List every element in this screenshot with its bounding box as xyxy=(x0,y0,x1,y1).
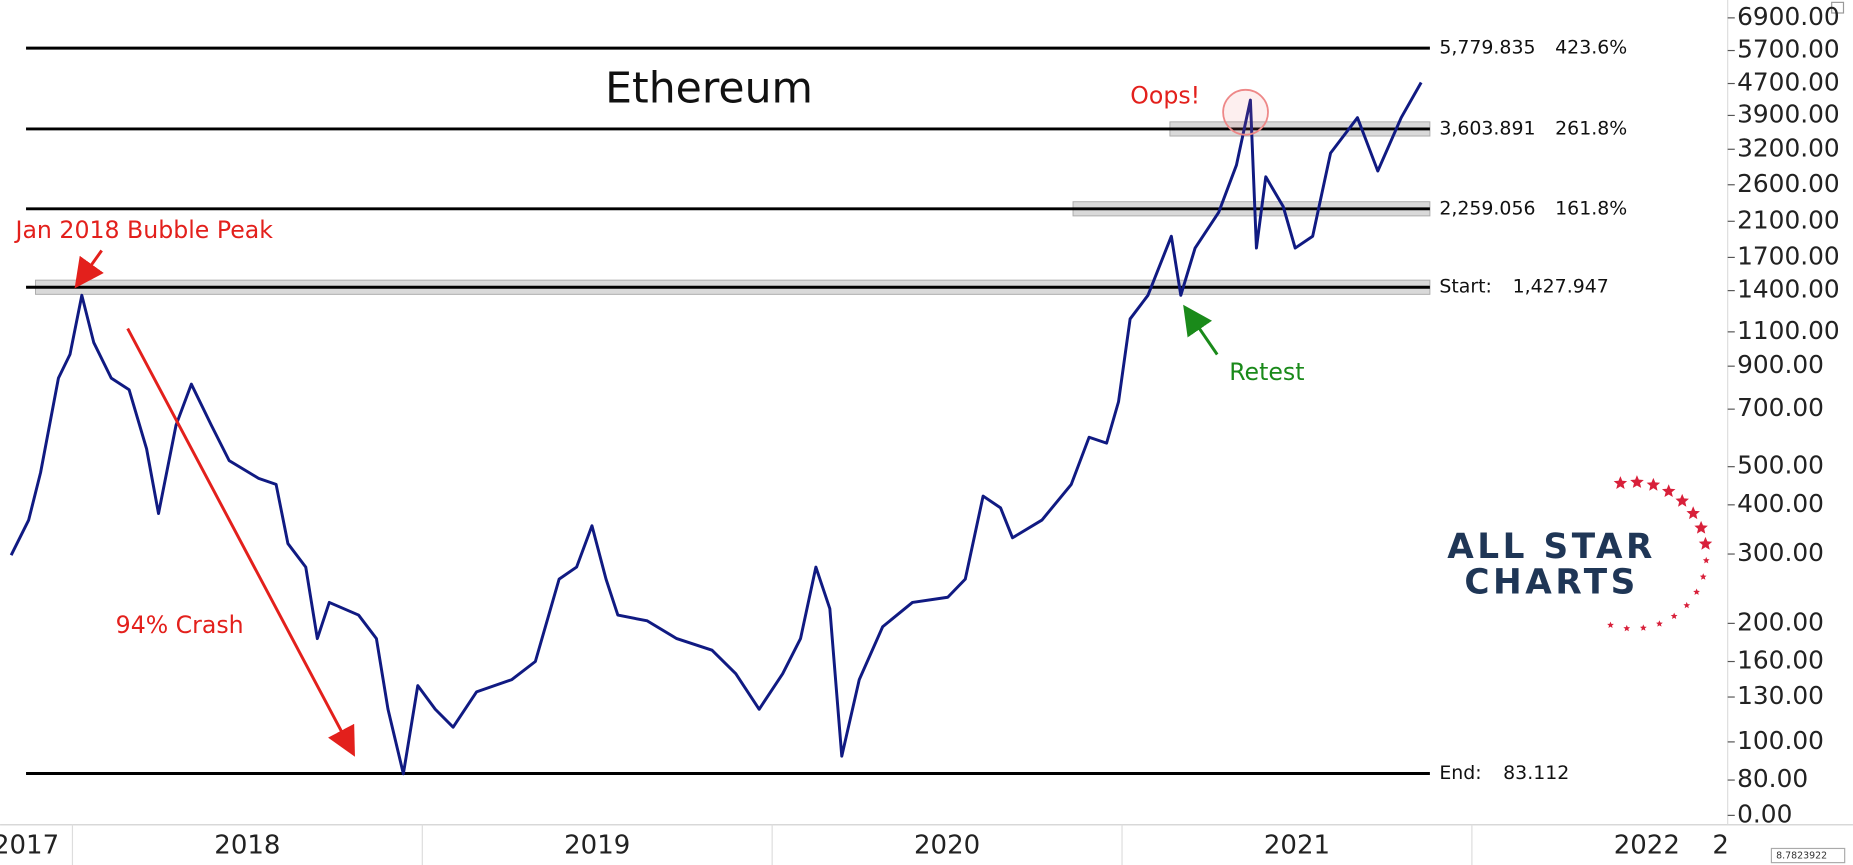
star xyxy=(1630,475,1644,488)
star xyxy=(1661,484,1676,498)
lock-icon xyxy=(1831,1,1845,14)
star xyxy=(1694,520,1708,534)
star xyxy=(1702,556,1710,564)
y-tick-label: 4700.00 xyxy=(1737,68,1840,97)
y-tick-label: 1400.00 xyxy=(1737,275,1840,304)
annotation: 94% Crash xyxy=(116,611,244,639)
star xyxy=(1623,624,1631,632)
highlight-circle xyxy=(1222,88,1269,136)
star xyxy=(1693,588,1700,595)
y-tick-label: 2600.00 xyxy=(1737,169,1840,198)
level-value: 2,259.056 xyxy=(1439,197,1535,219)
y-tick-label: 3900.00 xyxy=(1737,99,1840,128)
x-tick-label: 2018 xyxy=(214,831,280,861)
logo: ALL STAR CHARTS xyxy=(1447,475,1713,632)
x-tick-label: 2020 xyxy=(914,831,980,861)
y-tick-label: 3200.00 xyxy=(1737,133,1840,162)
logo-stars xyxy=(1607,475,1713,632)
star xyxy=(1646,477,1661,491)
level-name: End: xyxy=(1439,762,1481,784)
y-tick-label: 160.00 xyxy=(1737,646,1824,675)
chart-title: Ethereum xyxy=(605,64,813,113)
x-tick-label: 2021 xyxy=(1264,831,1330,861)
y-tick-label: 5700.00 xyxy=(1737,35,1840,64)
level-value: 83.112 xyxy=(1503,762,1569,784)
star xyxy=(1640,624,1647,631)
arrow xyxy=(1183,304,1219,356)
x-tick-label: 2 xyxy=(1712,831,1729,861)
corner-label: 8.7823922 xyxy=(1776,851,1827,862)
logo-text: CHARTS xyxy=(1464,562,1638,602)
x-tick-label: 2019 xyxy=(564,831,630,861)
y-tick-label: 700.00 xyxy=(1737,393,1824,422)
levels: 5,779.835 423.6% 3,603.891 261.8% 2,259.056 1… xyxy=(26,37,1627,784)
star xyxy=(1656,620,1663,627)
y-tick-label: 200.00 xyxy=(1737,607,1824,636)
x-tick-label: 2022 xyxy=(1614,831,1680,861)
level-percent: 161.8% xyxy=(1555,197,1627,219)
star xyxy=(1698,536,1713,550)
star xyxy=(1675,493,1689,507)
star xyxy=(1670,612,1678,619)
level-name: Start: xyxy=(1439,276,1492,298)
y-tick-label: 80.00 xyxy=(1737,764,1808,793)
price-line xyxy=(9,81,1423,776)
y-tick-label: 0.00 xyxy=(1737,799,1792,828)
arrow xyxy=(126,327,355,757)
y-tick-label: 500.00 xyxy=(1737,451,1824,480)
level-value: 1,427.947 xyxy=(1513,276,1609,298)
star xyxy=(1607,621,1614,628)
level-value: 3,603.891 xyxy=(1439,117,1535,139)
corner-box xyxy=(1770,847,1846,864)
level-value: 5,779.835 xyxy=(1439,37,1535,59)
star xyxy=(1699,573,1707,580)
annotation: Jan 2018 Bubble Peak xyxy=(13,216,273,244)
annotation: Retest xyxy=(1229,358,1304,386)
star xyxy=(1686,506,1700,520)
annotation: Oops! xyxy=(1130,81,1200,109)
y-tick-label: 900.00 xyxy=(1737,350,1824,379)
x-tick-label: 2017 xyxy=(0,831,59,861)
y-tick-label: 300.00 xyxy=(1737,538,1824,567)
y-tick-label: 400.00 xyxy=(1737,489,1824,518)
star xyxy=(1683,601,1691,609)
logo-text: ALL STAR xyxy=(1447,527,1656,567)
level-percent: 423.6% xyxy=(1555,37,1627,59)
y-tick-label: 1100.00 xyxy=(1737,316,1840,345)
y-tick-label: 100.00 xyxy=(1737,726,1824,755)
plot xyxy=(9,81,1423,776)
y-tick-label: 1700.00 xyxy=(1737,241,1840,270)
y-tick-label: 2100.00 xyxy=(1737,205,1840,234)
y-tick-label: 130.00 xyxy=(1737,681,1824,710)
arrow xyxy=(74,249,104,289)
level-percent: 261.8% xyxy=(1555,117,1627,139)
y-tick-label: 6900.00 xyxy=(1737,2,1840,31)
star xyxy=(1613,476,1628,489)
